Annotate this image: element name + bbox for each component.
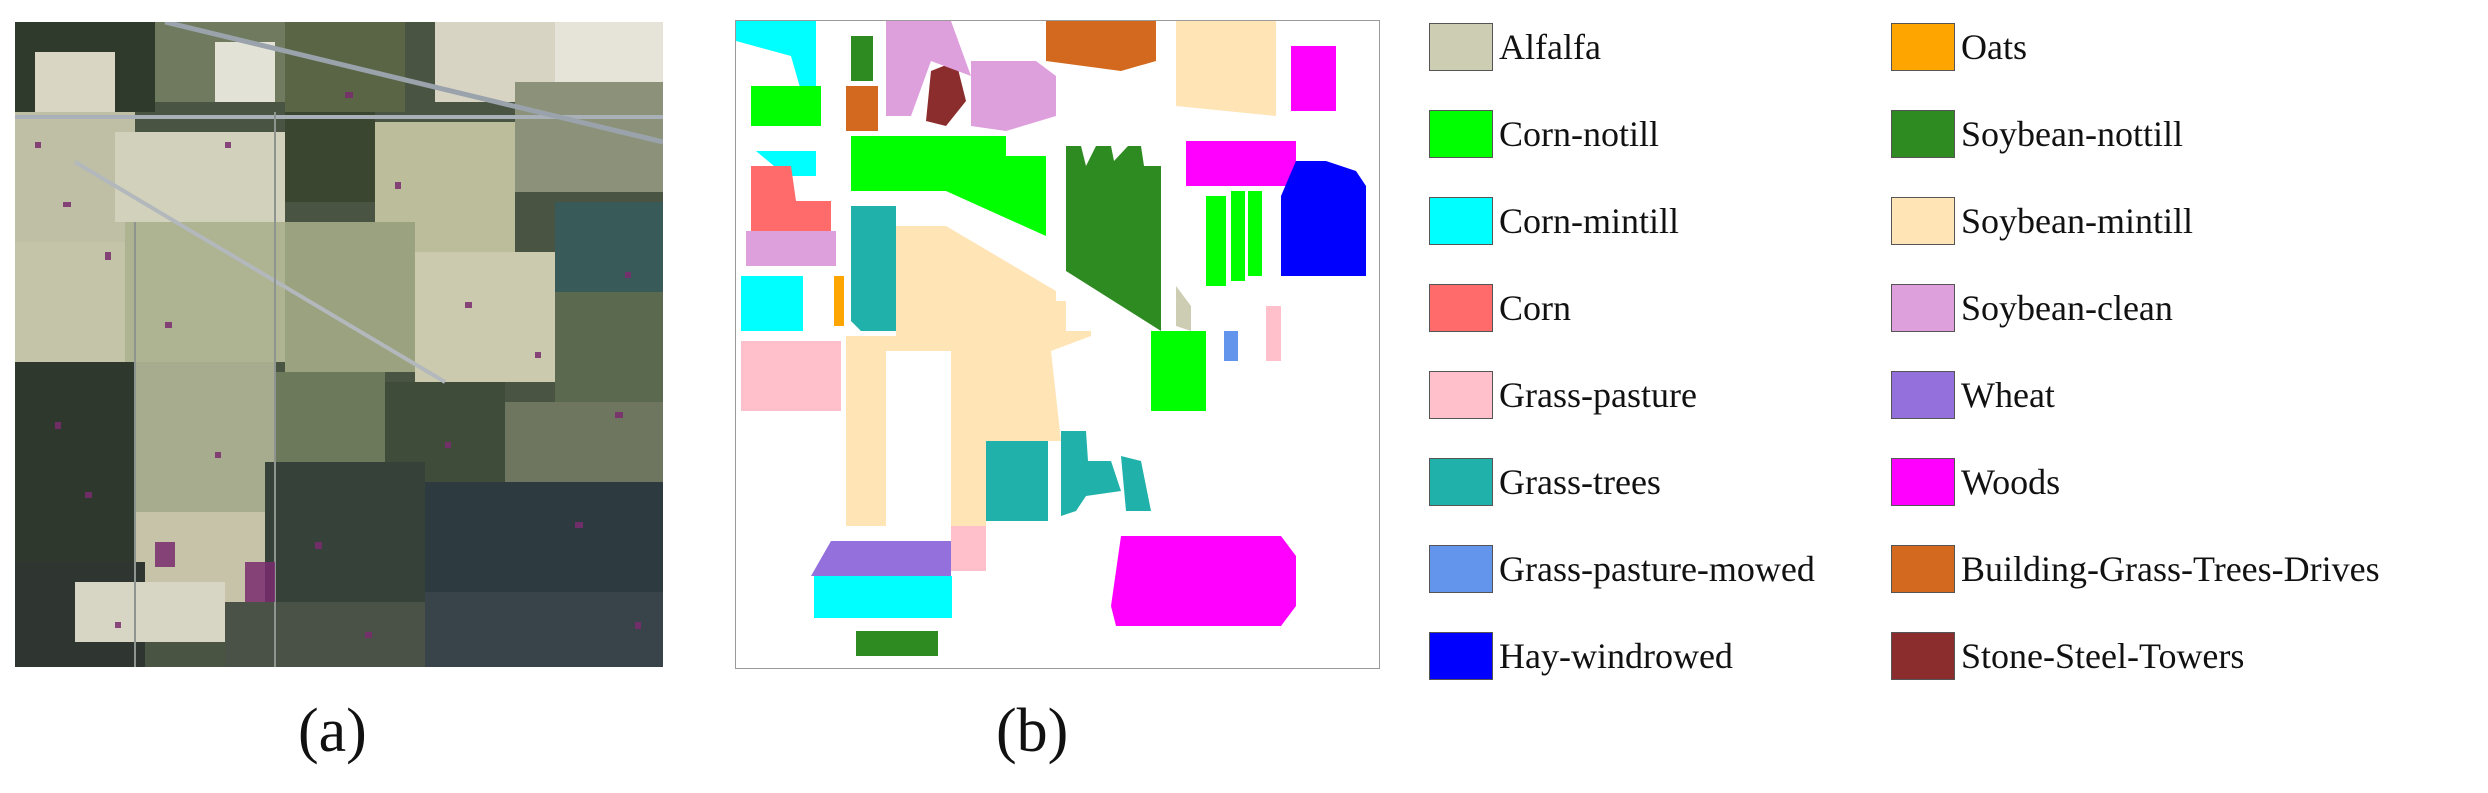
legend-swatch bbox=[1429, 545, 1493, 593]
legend-item-corn-notill: Corn-notill bbox=[1429, 109, 1659, 159]
legend-label: Corn-notill bbox=[1499, 114, 1659, 154]
legend-item-grass-pasture-mowed: Grass-pasture-mowed bbox=[1429, 544, 1815, 594]
legend-label: Corn-mintill bbox=[1499, 201, 1679, 241]
legend-label: Grass-pasture bbox=[1499, 375, 1697, 415]
legend-label: Oats bbox=[1961, 27, 2027, 67]
legend-label: Alfalfa bbox=[1499, 27, 1601, 67]
legend-label: Stone-Steel-Towers bbox=[1961, 636, 2245, 676]
caption-a: (a) bbox=[298, 697, 367, 765]
legend-swatch bbox=[1891, 284, 1955, 332]
legend-swatch bbox=[1891, 197, 1955, 245]
legend-swatch bbox=[1429, 632, 1493, 680]
legend-label: Grass-trees bbox=[1499, 462, 1661, 502]
legend-swatch bbox=[1891, 458, 1955, 506]
legend-swatch bbox=[1429, 197, 1493, 245]
legend-label: Woods bbox=[1961, 462, 2061, 502]
legend-item-corn-mintill: Corn-mintill bbox=[1429, 196, 1679, 246]
legend-item-oats: Oats bbox=[1891, 22, 2027, 72]
legend-label: Soybean-mintill bbox=[1961, 201, 2193, 241]
legend-item-corn: Corn bbox=[1429, 283, 1571, 333]
legend-item-hay-windrowed: Hay-windrowed bbox=[1429, 631, 1733, 681]
legend-swatch bbox=[1891, 371, 1955, 419]
legend-label: Hay-windrowed bbox=[1499, 636, 1733, 676]
legend-label: Corn bbox=[1499, 288, 1571, 328]
legend-item-stone-steel-towers: Stone-Steel-Towers bbox=[1891, 631, 2244, 681]
legend-swatch bbox=[1429, 458, 1493, 506]
false-color-satellite-image bbox=[15, 22, 663, 667]
legend-swatch bbox=[1429, 23, 1493, 71]
legend-swatch bbox=[1429, 371, 1493, 419]
ground-truth-class-map bbox=[735, 20, 1380, 669]
legend-item-grass-trees: Grass-trees bbox=[1429, 457, 1661, 507]
legend-swatch bbox=[1891, 632, 1955, 680]
legend-item-alfalfa: Alfalfa bbox=[1429, 22, 1601, 72]
caption-b: (b) bbox=[996, 697, 1069, 765]
legend-swatch bbox=[1429, 110, 1493, 158]
legend-swatch bbox=[1891, 545, 1955, 593]
legend-label: Wheat bbox=[1961, 375, 2055, 415]
legend-item-woods: Woods bbox=[1891, 457, 2060, 507]
legend-label: Soybean-clean bbox=[1961, 288, 2173, 328]
legend-item-soybean-mintill: Soybean-mintill bbox=[1891, 196, 2193, 246]
legend-item-wheat: Wheat bbox=[1891, 370, 2055, 420]
legend-swatch bbox=[1891, 23, 1955, 71]
legend-swatch bbox=[1429, 284, 1493, 332]
legend-label: Soybean-nottill bbox=[1961, 114, 2183, 154]
legend-item-grass-pasture: Grass-pasture bbox=[1429, 370, 1697, 420]
legend-label: Grass-pasture-mowed bbox=[1499, 549, 1815, 589]
legend-item-soybean-nottill: Soybean-nottill bbox=[1891, 109, 2183, 159]
legend-label: Building-Grass-Trees-Drives bbox=[1961, 549, 2380, 589]
legend-swatch bbox=[1891, 110, 1955, 158]
legend-item-building-grass-trees-drives: Building-Grass-Trees-Drives bbox=[1891, 544, 2380, 594]
legend-item-soybean-clean: Soybean-clean bbox=[1891, 283, 2173, 333]
